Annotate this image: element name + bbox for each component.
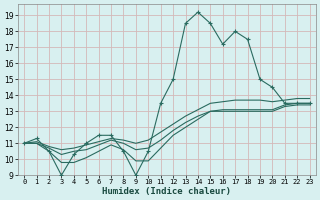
X-axis label: Humidex (Indice chaleur): Humidex (Indice chaleur) xyxy=(102,187,231,196)
